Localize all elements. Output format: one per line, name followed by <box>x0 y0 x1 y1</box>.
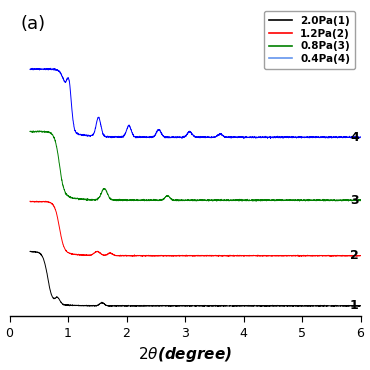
Text: 4: 4 <box>350 131 359 144</box>
Legend: 2.0Pa(1), 1.2Pa(2), 0.8Pa(3), 0.4Pa(4): 2.0Pa(1), 1.2Pa(2), 0.8Pa(3), 0.4Pa(4) <box>264 11 355 69</box>
Text: (a): (a) <box>20 15 45 33</box>
X-axis label: $2\theta$(degree): $2\theta$(degree) <box>138 346 232 364</box>
Text: 1: 1 <box>350 299 359 312</box>
Text: 2: 2 <box>350 249 359 262</box>
Text: 3: 3 <box>350 194 359 207</box>
